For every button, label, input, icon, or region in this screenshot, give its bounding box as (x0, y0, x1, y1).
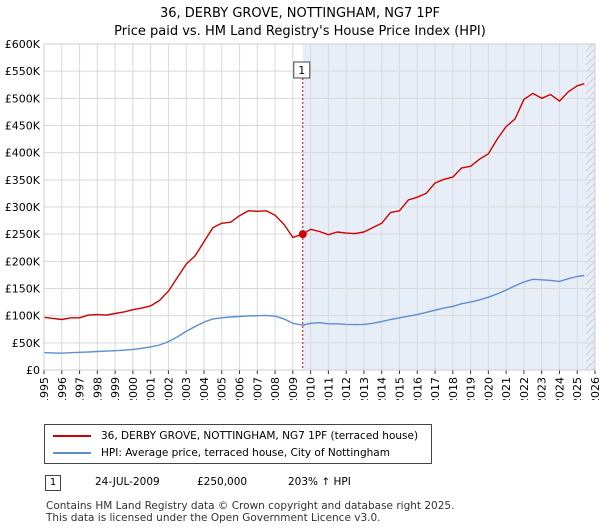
x-tick-label: 2026 (589, 377, 600, 400)
x-tick-label: 2018 (447, 377, 460, 400)
x-tick-label: 2000 (127, 377, 140, 400)
x-tick-label: 2010 (305, 377, 318, 400)
plot-frame (43, 43, 596, 371)
legend-swatch-hpi (53, 452, 91, 454)
y-tick-label: £150K (5, 283, 41, 296)
y-tick-label: £500K (5, 92, 41, 105)
annotation-change: 203% ↑ HPI (288, 476, 351, 488)
legend-label-hpi: HPI: Average price, terraced house, City… (101, 447, 390, 459)
legend: 36, DERBY GROVE, NOTTINGHAM, NG7 1PF (te… (44, 424, 432, 464)
y-tick-label: £100K (5, 310, 41, 323)
y-tick-label: £400K (5, 147, 41, 160)
y-tick-label: £450K (5, 120, 41, 133)
x-tick-label: 2016 (411, 377, 424, 400)
legend-swatch-property (53, 435, 91, 437)
x-tick-label: 2017 (429, 377, 442, 400)
legend-item-property: 36, DERBY GROVE, NOTTINGHAM, NG7 1PF (te… (53, 428, 418, 444)
axes: £0 £50K £100K £150K £200K £250K £300K £350K £400… (5, 38, 600, 400)
x-tick-label: 2004 (198, 377, 211, 400)
hpi-line (43, 274, 585, 354)
x-tick-label: 2023 (536, 377, 549, 400)
y-tick-label: £350K (5, 174, 41, 187)
y-tick-label: £0 (26, 364, 40, 377)
annotation-box (293, 61, 311, 79)
x-tick-label: 2003 (180, 377, 193, 400)
annotation-badge: 1 (45, 475, 61, 491)
footer-licence: This data is licensed under the Open Gov… (46, 512, 381, 524)
x-tick-label: 2025 (571, 377, 584, 400)
y-tick-label: £50K (12, 337, 41, 350)
x-tick-label: 2002 (162, 377, 175, 400)
footer-copyright: Contains HM Land Registry data © Crown c… (46, 500, 455, 512)
x-tick-label: 2005 (216, 377, 229, 400)
x-tick-label: 2024 (553, 377, 566, 400)
x-tick-label: 2001 (145, 377, 158, 400)
x-tick-label: 2011 (322, 377, 335, 400)
series-lines (43, 83, 585, 354)
y-tick-label: £300K (5, 201, 41, 214)
price-chart: 1 £0 £50K £100K £150K £200K £250K £300K £350K £4… (5, 38, 600, 400)
property-price-line (43, 83, 585, 321)
annotation-point (298, 230, 307, 239)
x-tick-label: 2007 (251, 377, 264, 400)
x-tick-label: 1996 (56, 377, 69, 400)
annotation-price: £250,000 (197, 476, 248, 488)
x-tick-label: 2020 (482, 377, 495, 400)
annotation-label: 1 (298, 64, 305, 77)
chart-title: 36, DERBY GROVE, NOTTINGHAM, NG7 1PF (159, 6, 440, 21)
y-tick-label: £250K (5, 228, 41, 241)
x-tick-label: 2006 (234, 377, 247, 400)
y-tick-label: £200K (5, 255, 41, 268)
x-tick-label: 1997 (74, 377, 87, 400)
y-tick-label: £600K (5, 38, 41, 51)
x-tick-label: 2008 (269, 377, 282, 400)
x-tick-label: 2009 (287, 377, 300, 400)
annotation-markers: 1 (293, 61, 311, 370)
y-tick-label: £550K (5, 65, 41, 78)
annotation-date: 24-JUL-2009 (95, 476, 160, 488)
x-tick-label: 2012 (340, 377, 353, 400)
x-tick-label: 2015 (393, 377, 406, 400)
x-tick-label: 1999 (109, 377, 122, 400)
x-tick-label: 2021 (500, 377, 513, 400)
x-tick-label: 2019 (465, 377, 478, 400)
x-tick-label: 2022 (518, 377, 531, 400)
legend-label-property: 36, DERBY GROVE, NOTTINGHAM, NG7 1PF (te… (101, 430, 419, 442)
x-tick-label: 1995 (38, 377, 51, 400)
chart-subtitle: Price paid vs. HM Land Registry's House … (114, 24, 486, 39)
x-tick-label: 2014 (376, 377, 389, 400)
legend-item-hpi: HPI: Average price, terraced house, City… (53, 445, 390, 461)
x-tick-label: 1998 (91, 377, 104, 400)
x-tick-label: 2013 (358, 377, 371, 400)
